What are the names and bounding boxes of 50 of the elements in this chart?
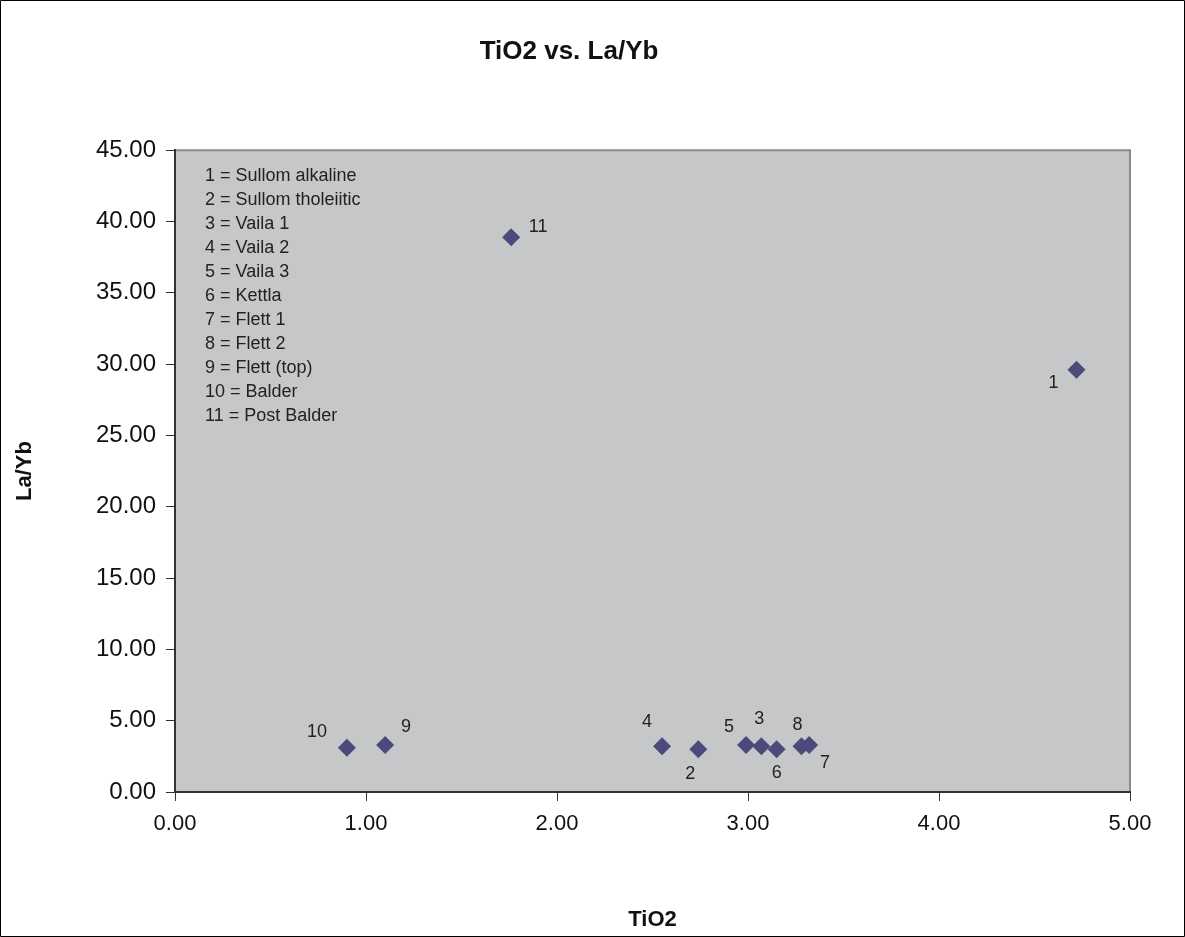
point bbox=[752, 737, 771, 756]
annotation: 1 bbox=[1048, 371, 1059, 392]
annotation: 3 = Vaila 1 bbox=[205, 213, 290, 234]
y-tick-label: 35.00 bbox=[95, 277, 156, 305]
annotation: 5 = Vaila 3 bbox=[205, 261, 290, 282]
y-tick-label: 5.00 bbox=[109, 705, 156, 733]
annotation: 8 = Flett 2 bbox=[205, 333, 286, 354]
annotation: 11 = Post Balder bbox=[205, 405, 338, 426]
annotation: 3 bbox=[754, 708, 765, 729]
x-tick-label: 5.00 bbox=[1108, 810, 1152, 836]
y-tick-label: 0.00 bbox=[109, 776, 156, 804]
y-tick-label: 10.00 bbox=[95, 634, 156, 661]
annotation: 7 bbox=[820, 751, 831, 772]
x-tick-label: 1.00 bbox=[344, 810, 388, 836]
annotation: 9 = Flett (top) bbox=[205, 357, 313, 378]
point bbox=[376, 735, 395, 754]
y-tick-label: 25.00 bbox=[95, 420, 156, 448]
annotation: 1 = Sullom alkaline bbox=[205, 165, 357, 186]
x-tick-label: 2.00 bbox=[535, 810, 579, 836]
point bbox=[653, 737, 672, 756]
y-axis-title: La/Yb bbox=[11, 441, 37, 502]
chart-title: TiO2 vs. La/Yb bbox=[479, 34, 659, 65]
annotation: 10 bbox=[306, 720, 327, 741]
annotation: 2 bbox=[685, 763, 696, 784]
point bbox=[767, 740, 786, 759]
annotation: 9 bbox=[401, 715, 412, 736]
annotation: 2 = Sullom tholeiitic bbox=[205, 189, 361, 210]
x-tick-label: 4.00 bbox=[917, 810, 961, 836]
annotation: 10 = Balder bbox=[205, 381, 298, 402]
y-tick-label: 45.00 bbox=[95, 134, 156, 162]
point bbox=[502, 228, 521, 247]
annotation: 6 bbox=[771, 762, 782, 783]
y-tick-label: 20.00 bbox=[95, 491, 156, 519]
y-tick-label: 40.00 bbox=[95, 206, 156, 234]
point bbox=[689, 740, 708, 759]
point bbox=[737, 735, 756, 754]
annotation: 6 = Kettla bbox=[205, 285, 283, 306]
annotation: 8 bbox=[792, 714, 803, 735]
annotation: 7 = Flett 1 bbox=[205, 309, 286, 330]
point bbox=[337, 738, 356, 757]
annotation: 4 = Vaila 2 bbox=[205, 237, 290, 258]
point bbox=[1067, 360, 1086, 379]
annotation: 5 bbox=[724, 715, 735, 736]
annotation: 11 bbox=[528, 216, 548, 237]
x-tick-label: 0.00 bbox=[153, 810, 197, 836]
x-axis-title: TiO2 bbox=[628, 905, 677, 931]
x-tick-label: 3.00 bbox=[726, 810, 770, 836]
y-tick-label: 15.00 bbox=[95, 562, 156, 590]
y-tick-label: 30.00 bbox=[95, 348, 156, 376]
annotation: 4 bbox=[642, 711, 653, 732]
